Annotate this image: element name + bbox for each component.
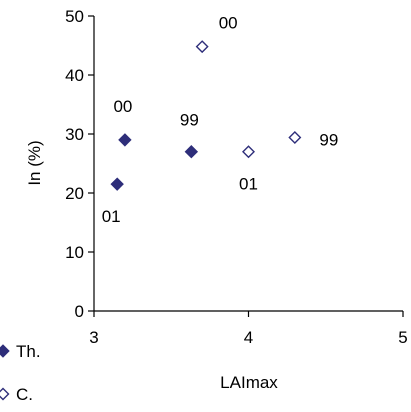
y-tick-label: 30 [65, 125, 84, 144]
data-points [110, 40, 302, 191]
legend-open-diamond-icon [0, 387, 10, 401]
point-label: 01 [239, 175, 258, 194]
legend-filled-diamond-icon [0, 344, 10, 358]
y-tick-label: 10 [65, 243, 84, 262]
x-axis-label: LAImax [220, 373, 278, 392]
point-label: 00 [113, 97, 132, 116]
y-tick-label: 0 [75, 302, 84, 321]
point-label: 01 [102, 207, 121, 226]
point-label: 99 [180, 111, 199, 130]
point-labels: 01 00 99 00 01 99 [102, 14, 339, 226]
point-label: 00 [219, 14, 238, 33]
open-diamond-point [242, 145, 255, 159]
filled-diamond-point [184, 144, 199, 159]
filled-diamond-point [110, 177, 124, 191]
y-tick-label: 40 [65, 66, 84, 85]
point-label: 99 [319, 131, 338, 150]
y-axis-label: In (%) [25, 140, 44, 185]
legend: Th. C. [0, 342, 41, 404]
x-tick-label: 5 [398, 328, 407, 347]
axes [93, 16, 403, 312]
filled-diamond-point [118, 133, 132, 147]
y-tick-label: 50 [65, 7, 84, 26]
open-diamond-point [195, 40, 209, 54]
open-diamond-point [288, 131, 302, 145]
x-tick-label: 3 [89, 328, 98, 347]
x-tick-label: 4 [244, 328, 253, 347]
legend-label: C. [16, 385, 33, 404]
legend-label: Th. [16, 342, 41, 361]
y-tick-label: 20 [65, 184, 84, 203]
